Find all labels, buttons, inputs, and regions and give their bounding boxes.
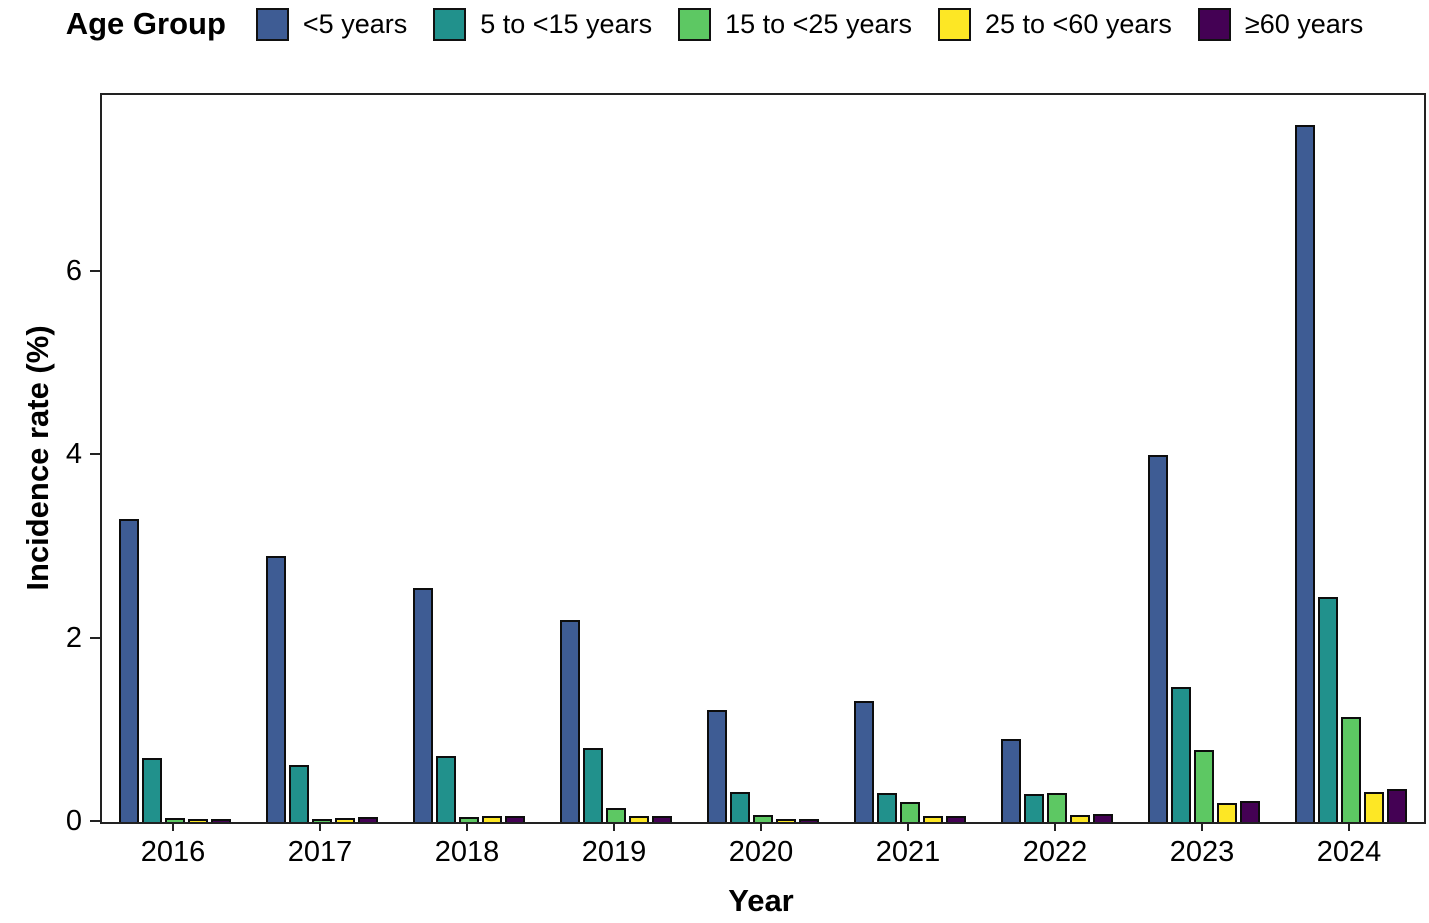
bar-2017-series-1 — [289, 765, 309, 822]
x-tick-mark — [760, 822, 762, 831]
legend: Age Group <5 years 5 to <15 years 15 to <2… — [0, 6, 1429, 42]
bar-2016-series-0 — [119, 519, 139, 822]
plot-panel — [100, 93, 1426, 824]
x-tick-mark — [907, 822, 909, 831]
bar-2016-series-1 — [142, 758, 162, 822]
bar-2024-series-0 — [1295, 125, 1315, 822]
x-tick-label: 2019 — [581, 836, 647, 868]
bar-2022-series-0 — [1001, 739, 1021, 822]
bar-2018-series-1 — [436, 756, 456, 822]
bar-2019-series-0 — [560, 620, 580, 822]
bar-2023-series-3 — [1217, 803, 1237, 822]
legend-swatch — [678, 7, 712, 41]
bar-2020-series-3 — [776, 819, 796, 822]
bar-2022-series-4 — [1093, 814, 1113, 822]
legend-item: ≥60 years — [1197, 7, 1364, 41]
bar-2019-series-3 — [629, 816, 649, 822]
y-tick-label: 0 — [65, 805, 82, 837]
y-tick-mark — [90, 270, 100, 272]
bar-2018-series-0 — [413, 588, 433, 822]
legend-item-label: 5 to <15 years — [480, 8, 653, 39]
legend-item: <5 years — [255, 7, 408, 41]
y-tick-mark — [90, 453, 100, 455]
bar-2018-series-4 — [505, 816, 525, 822]
x-tick-label: 2024 — [1316, 836, 1382, 868]
y-tick-mark — [90, 637, 100, 639]
bar-2016-series-4 — [211, 819, 231, 822]
x-tick-mark — [613, 822, 615, 831]
y-tick-label: 2 — [65, 622, 82, 654]
bar-2020-series-1 — [730, 792, 750, 822]
bar-2019-series-1 — [583, 748, 603, 822]
bar-2017-series-4 — [358, 817, 378, 822]
bar-2016-series-2 — [165, 818, 185, 822]
y-tick-label: 4 — [65, 438, 82, 470]
bar-2022-series-1 — [1024, 794, 1044, 822]
bar-2017-series-2 — [312, 819, 332, 822]
x-tick-label: 2017 — [287, 836, 353, 868]
bar-2021-series-0 — [854, 701, 874, 822]
legend-swatch — [433, 7, 467, 41]
bar-2023-series-4 — [1240, 801, 1260, 822]
bar-2020-series-4 — [799, 819, 819, 822]
x-tick-mark — [466, 822, 468, 831]
x-tick-label: 2023 — [1169, 836, 1235, 868]
legend-item: 15 to <25 years — [678, 7, 912, 41]
bar-2016-series-3 — [188, 819, 208, 822]
bar-2023-series-1 — [1171, 687, 1191, 822]
x-tick-mark — [172, 822, 174, 831]
x-tick-label: 2020 — [728, 836, 794, 868]
y-tick-label: 6 — [65, 255, 82, 287]
bar-2020-series-0 — [707, 710, 727, 822]
legend-item-label: <5 years — [302, 8, 408, 39]
x-tick-mark — [1348, 822, 1350, 831]
bar-2018-series-3 — [482, 816, 502, 822]
legend-swatch — [1197, 7, 1231, 41]
legend-item: 5 to <15 years — [433, 7, 653, 41]
bar-2019-series-2 — [606, 808, 626, 822]
bar-2022-series-3 — [1070, 815, 1090, 822]
legend-item-label: ≥60 years — [1244, 8, 1364, 39]
bar-2021-series-4 — [946, 816, 966, 822]
bar-2023-series-2 — [1194, 750, 1214, 822]
x-tick-mark — [319, 822, 321, 831]
x-axis-title: Year — [728, 883, 794, 918]
bar-2024-series-1 — [1318, 597, 1338, 822]
bar-2020-series-2 — [753, 815, 773, 822]
legend-item: 25 to <60 years — [937, 7, 1172, 41]
x-tick-label: 2021 — [875, 836, 941, 868]
x-tick-mark — [1201, 822, 1203, 831]
bar-2021-series-2 — [900, 802, 920, 822]
x-tick-mark — [1054, 822, 1056, 831]
y-tick-mark — [90, 820, 100, 822]
bar-2024-series-3 — [1364, 792, 1384, 822]
bar-2024-series-4 — [1387, 789, 1407, 822]
bar-2017-series-3 — [335, 818, 355, 822]
bar-2021-series-1 — [877, 793, 897, 822]
x-tick-label: 2022 — [1022, 836, 1088, 868]
legend-item-label: 25 to <60 years — [984, 8, 1172, 39]
bar-2021-series-3 — [923, 816, 943, 822]
legend-title: Age Group — [65, 6, 226, 41]
legend-swatch — [255, 7, 289, 41]
legend-item-label: 15 to <25 years — [725, 8, 912, 39]
bar-2017-series-0 — [266, 556, 286, 822]
x-tick-label: 2016 — [140, 836, 206, 868]
legend-swatch — [937, 7, 971, 41]
bar-2019-series-4 — [652, 816, 672, 822]
x-tick-label: 2018 — [434, 836, 500, 868]
bar-2022-series-2 — [1047, 793, 1067, 822]
bar-2018-series-2 — [459, 817, 479, 822]
bar-2024-series-2 — [1341, 717, 1361, 822]
bar-2023-series-0 — [1148, 455, 1168, 822]
